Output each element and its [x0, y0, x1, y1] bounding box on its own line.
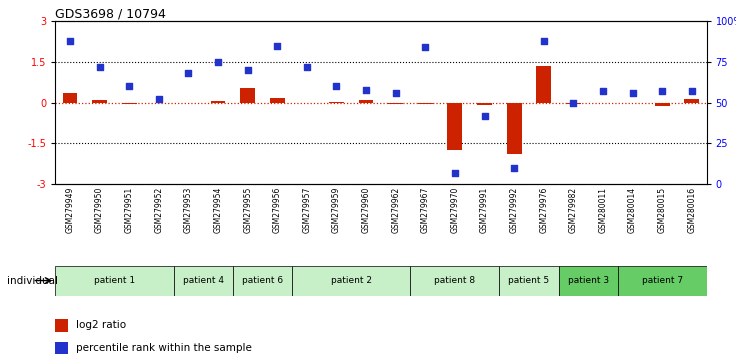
Text: GSM279982: GSM279982 [569, 187, 578, 233]
Bar [684, 99, 699, 103]
Text: patient 1: patient 1 [94, 276, 135, 285]
Point [360, 87, 372, 92]
Bar [418, 103, 433, 104]
Text: GSM279991: GSM279991 [480, 187, 489, 233]
Bar [270, 98, 285, 103]
Point [390, 90, 402, 96]
Text: patient 6: patient 6 [242, 276, 283, 285]
Text: GSM279976: GSM279976 [539, 187, 548, 233]
Point [241, 67, 253, 73]
Point [272, 43, 283, 48]
Text: GSM279959: GSM279959 [332, 187, 341, 233]
Point [124, 84, 135, 89]
Point [64, 38, 76, 44]
Text: patient 5: patient 5 [509, 276, 550, 285]
Bar [655, 103, 670, 106]
Text: patient 7: patient 7 [642, 276, 683, 285]
Text: GSM279950: GSM279950 [95, 187, 104, 233]
Point [93, 64, 105, 70]
Bar [499, 266, 559, 296]
Text: patient 8: patient 8 [434, 276, 475, 285]
Point [183, 70, 194, 76]
Point [330, 84, 342, 89]
Point [420, 45, 431, 50]
Bar [292, 266, 411, 296]
Text: GSM280011: GSM280011 [598, 187, 607, 233]
Bar [477, 103, 492, 105]
Text: patient 3: patient 3 [567, 276, 609, 285]
Bar [559, 266, 618, 296]
Bar [122, 103, 137, 104]
Text: GSM279949: GSM279949 [66, 187, 74, 233]
Point [597, 88, 609, 94]
Bar [389, 103, 403, 104]
Point [686, 88, 698, 94]
Text: GSM279953: GSM279953 [184, 187, 193, 233]
Point [301, 64, 313, 70]
Point [509, 165, 520, 171]
Text: GSM279955: GSM279955 [243, 187, 252, 233]
Bar [233, 266, 292, 296]
Text: patient 4: patient 4 [183, 276, 224, 285]
Point [567, 100, 579, 105]
Bar [358, 101, 373, 103]
Text: GSM279951: GSM279951 [124, 187, 134, 233]
Point [538, 38, 550, 44]
Text: GSM279992: GSM279992 [509, 187, 519, 233]
Text: GSM279960: GSM279960 [361, 187, 371, 233]
Bar [566, 103, 581, 104]
Text: GSM279957: GSM279957 [302, 187, 311, 233]
Point [657, 88, 668, 94]
Point [153, 97, 165, 102]
Point [212, 59, 224, 65]
Bar [411, 266, 499, 296]
Point [449, 170, 461, 176]
Text: log2 ratio: log2 ratio [76, 320, 126, 330]
Bar [174, 266, 233, 296]
Text: GSM279962: GSM279962 [391, 187, 400, 233]
Text: GSM279954: GSM279954 [213, 187, 222, 233]
Text: GSM279970: GSM279970 [450, 187, 459, 233]
Point [478, 113, 490, 119]
Bar [329, 102, 344, 103]
Bar [210, 101, 225, 103]
Bar [92, 101, 107, 103]
Text: individual: individual [7, 276, 58, 286]
Bar [506, 103, 522, 154]
Bar [618, 266, 707, 296]
Bar [537, 66, 551, 103]
Point [626, 90, 638, 96]
Text: GSM279952: GSM279952 [155, 187, 163, 233]
Bar [447, 103, 462, 150]
Text: patient 2: patient 2 [330, 276, 372, 285]
Text: GSM280015: GSM280015 [658, 187, 667, 233]
Text: GSM280016: GSM280016 [687, 187, 696, 233]
Bar [240, 88, 255, 103]
Bar [55, 266, 174, 296]
Text: GDS3698 / 10794: GDS3698 / 10794 [55, 7, 166, 20]
Bar [63, 93, 77, 103]
Text: GSM279956: GSM279956 [273, 187, 282, 233]
Text: GSM279967: GSM279967 [421, 187, 430, 233]
Text: percentile rank within the sample: percentile rank within the sample [76, 343, 252, 353]
Text: GSM280014: GSM280014 [628, 187, 637, 233]
